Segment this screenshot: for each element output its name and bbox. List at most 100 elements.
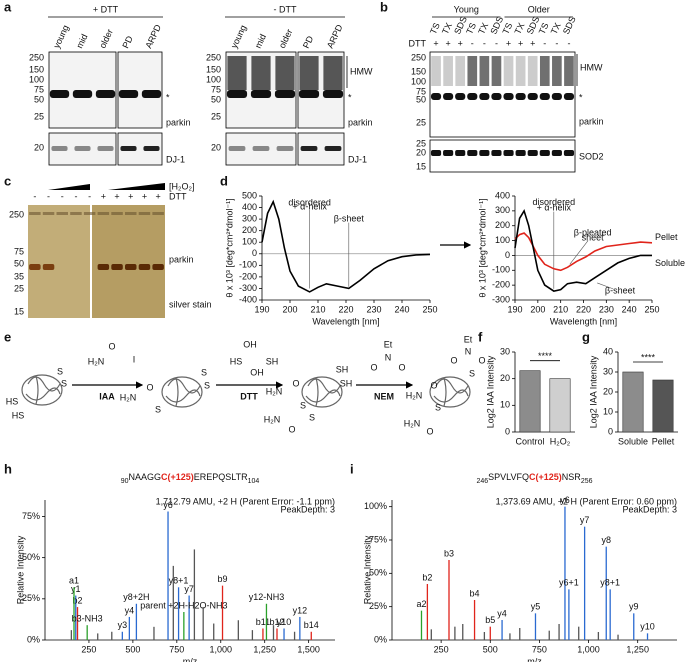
- atom: OH: [243, 339, 257, 349]
- band: [97, 264, 110, 270]
- lane-label: TX: [513, 21, 527, 36]
- smear: [491, 56, 502, 86]
- dtt-sign: -: [567, 38, 570, 48]
- band: [83, 212, 96, 215]
- y-tick-label: 100: [495, 235, 510, 245]
- atom: S: [201, 367, 207, 377]
- band: [443, 150, 454, 156]
- x-tick-label: 190: [254, 304, 269, 314]
- title-part: SPVLVFQ: [488, 472, 529, 482]
- panel-label: c: [4, 173, 11, 188]
- x-tick-label: 200: [530, 304, 545, 314]
- y-axis-title: Log2 IAA Intensity: [588, 355, 598, 428]
- atom: O: [370, 362, 377, 372]
- atom: H₂N: [120, 392, 137, 402]
- mw-label: 20: [416, 147, 426, 157]
- band: [563, 93, 575, 100]
- lane-label: ARPD: [143, 23, 163, 50]
- dtt-sign: -: [471, 38, 474, 48]
- y-axis-title: θ x 10³ [deg*cm²*dmol⁻¹]: [224, 198, 234, 297]
- x-tick-label: 250: [434, 644, 449, 654]
- spectrum-info: PeakDepth: 3: [280, 504, 335, 514]
- gel: [92, 205, 165, 318]
- band: [298, 90, 320, 98]
- peak-label: y1: [71, 584, 81, 594]
- atom: H₂N: [404, 418, 421, 428]
- mw-label: 100: [411, 76, 426, 86]
- bar: [519, 370, 541, 433]
- peak-label: y8+2H: [123, 592, 149, 602]
- y-tick-label: 300: [242, 213, 257, 223]
- peak-label: y3: [118, 620, 128, 630]
- x-tick-label: 230: [599, 304, 614, 314]
- peak-label: y12: [293, 605, 308, 615]
- title-part: EREPQSLTR: [194, 472, 248, 482]
- dtt-sign: -: [543, 38, 546, 48]
- series-line: [514, 232, 653, 272]
- mw-label: 25: [416, 117, 426, 127]
- band: [120, 146, 137, 151]
- peak-label: b12: [269, 617, 284, 627]
- atom: HS: [6, 396, 19, 406]
- lane-label: PD: [301, 34, 316, 50]
- peak-label: y7: [184, 584, 194, 594]
- band: [274, 90, 296, 98]
- atom: S: [300, 400, 306, 410]
- peak-label: b5: [485, 615, 495, 625]
- x-tick-label: 1,000: [577, 644, 600, 654]
- protein-fold: [165, 377, 201, 407]
- panel-label: i: [350, 461, 354, 476]
- atom: N: [385, 352, 392, 362]
- band: [56, 212, 69, 215]
- blot: [429, 139, 576, 173]
- peak-label: y5: [531, 602, 541, 612]
- dtt-sign: -: [88, 191, 91, 201]
- mw-label: 25: [14, 283, 24, 293]
- x-tick-label: 250: [422, 304, 437, 314]
- band: [322, 90, 344, 98]
- atom: Et: [464, 334, 473, 344]
- y-tick-label: -300: [492, 294, 510, 304]
- y-tick-label: 0%: [374, 634, 387, 644]
- band: [467, 93, 478, 100]
- title-part: 256: [581, 478, 593, 485]
- dtt-sign: +: [142, 191, 147, 201]
- y-tick-label: 30: [500, 346, 510, 356]
- mw-label: 250: [206, 52, 221, 62]
- title-part: 90: [121, 478, 129, 485]
- annotation: β-sheet: [605, 285, 636, 295]
- legend-label: Pellet: [655, 232, 678, 242]
- x-tick-label: 500: [483, 644, 498, 654]
- y-tick-label: 0%: [27, 634, 40, 644]
- x-tick-label: Pellet: [652, 436, 675, 446]
- atom: S: [204, 380, 210, 390]
- atom: O: [398, 362, 405, 372]
- mw-label: 15: [416, 161, 426, 171]
- lane-label: mid: [74, 32, 89, 49]
- x-tick-label: 200: [282, 304, 297, 314]
- band: [72, 90, 93, 98]
- band: [527, 150, 538, 156]
- peak-label: b3: [444, 548, 454, 558]
- y-tick-label: 0: [505, 250, 510, 260]
- atom: O: [478, 355, 485, 365]
- band: [515, 93, 526, 100]
- x-axis-title: Wavelength [nm]: [312, 316, 379, 326]
- band: [551, 150, 562, 156]
- peak-label: b2: [73, 595, 83, 605]
- protein-fold: [25, 375, 61, 405]
- atom: SH: [336, 364, 349, 374]
- peak-label: b14: [304, 620, 319, 630]
- title-part: C(+125): [529, 472, 562, 482]
- peak-label: y6: [560, 495, 570, 505]
- band: [503, 93, 514, 100]
- atom: H₂N: [406, 390, 423, 400]
- atom: O: [146, 382, 153, 392]
- y-tick-label: 200: [495, 220, 510, 230]
- mw-label: 25: [416, 138, 426, 148]
- y-tick-label: -300: [239, 283, 257, 293]
- y-axis-title: Relative Intensity: [362, 535, 372, 604]
- mw-label: 75: [34, 84, 44, 94]
- y-axis-title: Log2 IAA Intensity: [485, 355, 495, 428]
